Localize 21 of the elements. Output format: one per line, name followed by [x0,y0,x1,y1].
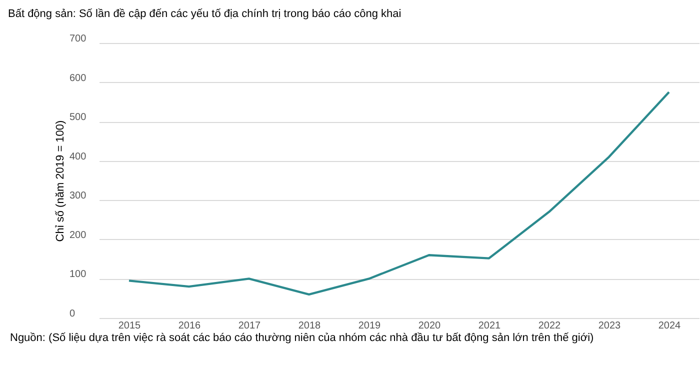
x-tick-label: 2019 [358,320,382,332]
text: Nguồn: (Số liệu dựa trên việc rà soát các báo cáo thường niên của nhóm các nhà đầu tư bất động sản lớn trên thế giới) [9,331,595,346]
x-tick-label: 2016 [178,320,202,332]
y-axis-title: Chỉ số (năm 2019 = 100) [54,120,66,242]
x-tick-label: 2017 [238,320,262,332]
x-tick-label: 2015 [118,320,142,332]
x-tick-label: 2020 [418,320,442,332]
x-tick-label: 2022 [538,320,562,332]
y-tick-label: 0 [70,308,76,320]
chart-title: Bất động sản: Số lần đề cập đến các yếu tố địa chính trị trong báo cáo công khai [8,8,402,20]
x-tick-label: 2024 [658,320,682,332]
y-tick-label: 100 [70,269,87,280]
x-tick-label: 2021 [478,320,502,332]
y-tick-label: 600 [70,72,87,84]
y-tick-label: 300 [70,190,87,202]
y-tick-label: 200 [70,230,87,241]
y-tick-label: 400 [70,151,87,162]
x-tick-label: 2018 [298,320,322,332]
x-tick-label: 2023 [598,320,622,332]
y-tick-label: 500 [70,112,87,124]
y-tick-label: 700 [70,34,87,44]
